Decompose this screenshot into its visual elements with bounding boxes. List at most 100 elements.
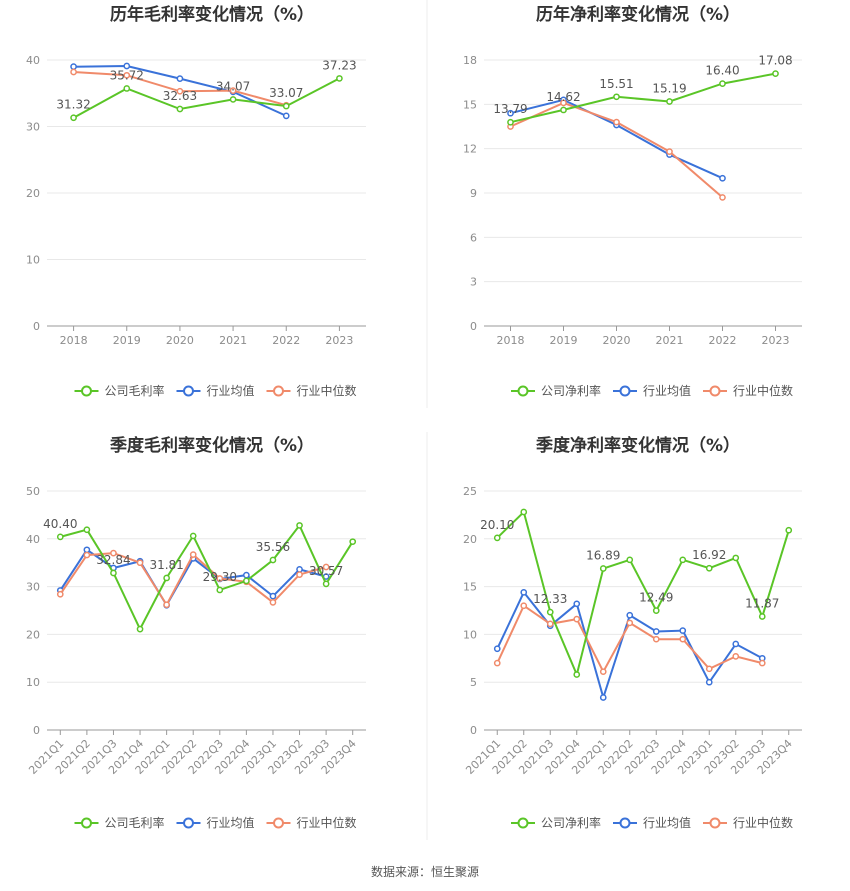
data-point-company[interactable] bbox=[216, 586, 224, 594]
data-label: 16.40 bbox=[705, 64, 739, 78]
legend-item-company[interactable]: 公司毛利率 bbox=[74, 383, 165, 398]
data-point-company[interactable] bbox=[546, 608, 554, 616]
data-point-median[interactable] bbox=[679, 635, 687, 643]
data-point-company[interactable] bbox=[163, 574, 170, 582]
data-point-avg[interactable] bbox=[70, 63, 77, 71]
data-point-avg[interactable] bbox=[243, 571, 250, 579]
data-point-company[interactable] bbox=[599, 565, 607, 572]
data-point-median[interactable] bbox=[666, 148, 673, 155]
data-point-company[interactable] bbox=[229, 96, 237, 103]
data-point-avg[interactable] bbox=[282, 112, 290, 120]
legend-item-avg[interactable]: 行业均值 bbox=[176, 383, 255, 398]
data-point-avg[interactable] bbox=[296, 566, 303, 573]
legend-item-median[interactable]: 行业中位数 bbox=[266, 383, 357, 398]
legend-item-avg[interactable]: 行业均值 bbox=[176, 815, 255, 830]
data-point-median[interactable] bbox=[626, 619, 634, 627]
data-point-company[interactable] bbox=[573, 671, 581, 678]
data-point-company[interactable] bbox=[110, 569, 117, 577]
data-point-avg[interactable] bbox=[573, 600, 581, 608]
data-point-median[interactable] bbox=[599, 668, 607, 676]
legend-item-median[interactable]: 行业中位数 bbox=[703, 383, 793, 398]
data-point-median[interactable] bbox=[269, 599, 277, 606]
data-point-median[interactable] bbox=[705, 665, 713, 673]
legend-swatch-marker bbox=[709, 385, 721, 397]
legend-item-company[interactable]: 公司毛利率 bbox=[74, 815, 165, 830]
data-point-company[interactable] bbox=[123, 85, 131, 92]
data-point-avg[interactable] bbox=[599, 694, 607, 701]
legend-item-avg[interactable]: 行业均值 bbox=[613, 815, 691, 830]
data-point-avg[interactable] bbox=[652, 628, 660, 635]
data-point-avg[interactable] bbox=[176, 75, 184, 82]
data-point-median[interactable] bbox=[732, 653, 740, 660]
data-point-avg[interactable] bbox=[123, 62, 131, 70]
data-point-company[interactable] bbox=[83, 526, 91, 534]
legend-item-avg[interactable]: 行业均值 bbox=[613, 383, 691, 398]
data-point-median[interactable] bbox=[613, 118, 620, 126]
data-point-company[interactable] bbox=[176, 105, 184, 113]
data-point-company[interactable] bbox=[679, 556, 687, 564]
data-point-company[interactable] bbox=[336, 75, 343, 82]
data-point-avg[interactable] bbox=[507, 109, 514, 117]
data-point-median[interactable] bbox=[573, 615, 581, 623]
chart-title: 历年毛利率变化情况（%） bbox=[110, 4, 314, 25]
data-point-avg[interactable] bbox=[705, 678, 713, 686]
data-point-company[interactable] bbox=[613, 93, 620, 101]
legend-item-median[interactable]: 行业中位数 bbox=[703, 815, 793, 830]
data-point-company[interactable] bbox=[56, 533, 64, 541]
data-point-avg[interactable] bbox=[626, 611, 634, 619]
data-point-avg[interactable] bbox=[679, 627, 687, 634]
data-point-median[interactable] bbox=[229, 87, 237, 94]
data-point-company[interactable] bbox=[282, 102, 290, 110]
data-point-median[interactable] bbox=[652, 635, 660, 643]
data-point-median[interactable] bbox=[176, 87, 184, 95]
data-point-company[interactable] bbox=[666, 98, 673, 105]
data-point-median[interactable] bbox=[758, 659, 766, 667]
data-point-company[interactable] bbox=[136, 625, 144, 633]
data-point-median[interactable] bbox=[189, 551, 197, 558]
legend-item-company[interactable]: 公司净利率 bbox=[511, 815, 601, 830]
data-point-avg[interactable] bbox=[83, 546, 91, 554]
data-point-company[interactable] bbox=[349, 538, 357, 546]
data-point-company[interactable] bbox=[269, 556, 277, 564]
data-point-company[interactable] bbox=[626, 556, 634, 564]
data-point-company[interactable] bbox=[560, 106, 567, 114]
chart-title: 季度毛利率变化情况（%） bbox=[110, 435, 314, 456]
data-point-avg[interactable] bbox=[732, 640, 740, 648]
data-point-median[interactable] bbox=[560, 99, 567, 107]
data-point-median[interactable] bbox=[56, 590, 64, 598]
legend-item-median[interactable]: 行业中位数 bbox=[266, 815, 357, 830]
data-point-company[interactable] bbox=[322, 580, 330, 588]
legend-item-company[interactable]: 公司净利率 bbox=[511, 383, 601, 398]
data-point-company[interactable] bbox=[296, 522, 303, 529]
data-point-median[interactable] bbox=[546, 620, 554, 628]
data-point-median[interactable] bbox=[163, 601, 170, 609]
data-point-median[interactable] bbox=[493, 659, 501, 667]
data-point-company[interactable] bbox=[719, 80, 726, 87]
data-point-median[interactable] bbox=[70, 68, 77, 76]
data-point-avg[interactable] bbox=[493, 645, 501, 653]
data-point-avg[interactable] bbox=[269, 592, 277, 600]
data-point-median[interactable] bbox=[216, 575, 224, 582]
data-point-company[interactable] bbox=[732, 554, 740, 562]
data-point-median[interactable] bbox=[719, 194, 726, 201]
data-point-avg[interactable] bbox=[719, 174, 726, 182]
data-point-avg[interactable] bbox=[520, 588, 528, 596]
data-point-company[interactable] bbox=[493, 534, 501, 542]
data-point-median[interactable] bbox=[123, 71, 131, 79]
data-point-company[interactable] bbox=[189, 532, 197, 540]
data-point-median[interactable] bbox=[83, 551, 91, 559]
data-point-company[interactable] bbox=[70, 114, 77, 122]
data-point-median[interactable] bbox=[110, 549, 117, 557]
data-point-company[interactable] bbox=[772, 70, 779, 77]
data-point-company[interactable] bbox=[785, 526, 793, 534]
data-point-company[interactable] bbox=[705, 564, 713, 572]
data-point-median[interactable] bbox=[322, 563, 330, 571]
data-point-company[interactable] bbox=[243, 577, 250, 585]
data-point-company[interactable] bbox=[507, 118, 514, 126]
data-point-median[interactable] bbox=[520, 602, 528, 610]
data-point-median[interactable] bbox=[296, 571, 303, 579]
data-point-company[interactable] bbox=[652, 607, 660, 614]
data-point-company[interactable] bbox=[758, 613, 766, 620]
data-point-median[interactable] bbox=[136, 559, 144, 567]
data-point-company[interactable] bbox=[520, 508, 528, 516]
